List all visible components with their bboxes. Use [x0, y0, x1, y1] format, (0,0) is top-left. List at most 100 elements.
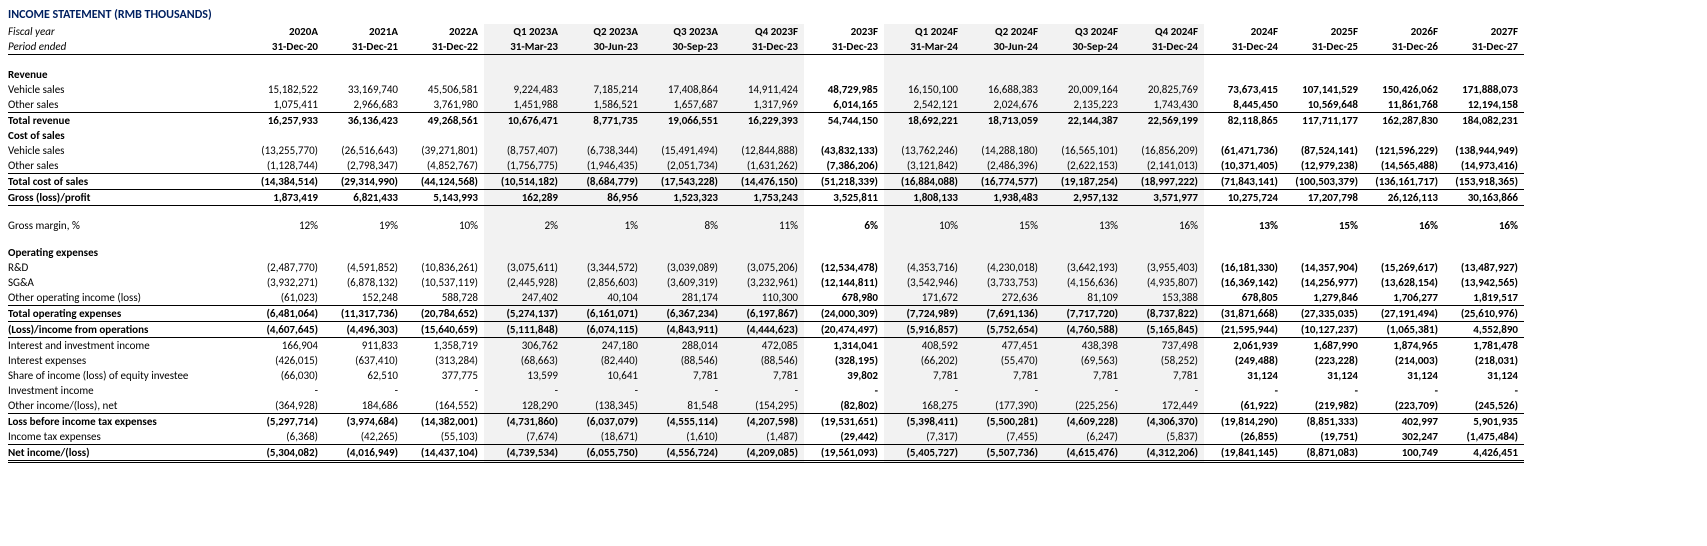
- cell-value: -: [1444, 383, 1524, 398]
- col-header-period: 31-Dec-20: [244, 39, 324, 55]
- cell-value: 272,636: [964, 290, 1044, 306]
- cell-value: (3,075,611): [484, 260, 564, 275]
- cell-value: (1,487): [724, 429, 804, 445]
- cell-value: 19,066,551: [644, 113, 724, 129]
- income-statement-table: Fiscal year2020A2021A2022AQ1 2023AQ2 202…: [8, 24, 1524, 463]
- cell-value: (4,353,716): [884, 260, 964, 275]
- cell-value: (138,944,949): [1444, 143, 1524, 158]
- cell-value: 2,957,132: [1044, 190, 1124, 206]
- cell-value: (10,514,182): [484, 174, 564, 190]
- cell-value: 1,317,969: [724, 97, 804, 113]
- cell-value: (1,128,744): [244, 158, 324, 174]
- cell-value: 171,888,073: [1444, 82, 1524, 97]
- cell-value: (2,445,928): [484, 275, 564, 290]
- table-header: Fiscal year2020A2021A2022AQ1 2023AQ2 202…: [8, 24, 1524, 55]
- cell-value: 153,388: [1124, 290, 1204, 306]
- cell-value: (44,124,568): [404, 174, 484, 190]
- row-label: Income tax expenses: [8, 429, 244, 445]
- cell-value: (6,247): [1044, 429, 1124, 445]
- cell-value: (6,481,064): [244, 306, 324, 322]
- cell-value: (13,762,246): [884, 143, 964, 158]
- cell-value: 438,398: [1044, 338, 1124, 354]
- cell-value: (4,609,228): [1044, 414, 1124, 430]
- cell-value: 377,775: [404, 368, 484, 383]
- cell-value: 2,542,121: [884, 97, 964, 113]
- cell-value: (2,622,153): [1044, 158, 1124, 174]
- cell-value: (88,546): [724, 353, 804, 368]
- cell-value: (71,843,141): [1204, 174, 1284, 190]
- cell-value: -: [1124, 383, 1204, 398]
- cell-value: 31,124: [1444, 368, 1524, 383]
- cell-value: (4,555,114): [644, 414, 724, 430]
- cell-value: (19,187,254): [1044, 174, 1124, 190]
- cell-value: -: [1044, 383, 1124, 398]
- cell-value: 15,182,522: [244, 82, 324, 97]
- cell-value: (219,982): [1284, 398, 1364, 414]
- cell-value: (12,144,811): [804, 275, 884, 290]
- cell-value: (2,051,734): [644, 158, 724, 174]
- cell-value: (6,161,071): [564, 306, 644, 322]
- cell-value: (12,844,888): [724, 143, 804, 158]
- cell-value: (19,841,145): [1204, 445, 1284, 462]
- cell-value: -: [964, 383, 1044, 398]
- cell-value: 20,009,164: [1044, 82, 1124, 97]
- cell-value: -: [1364, 383, 1444, 398]
- cell-value: 1,743,430: [1124, 97, 1204, 113]
- cell-value: (3,733,753): [964, 275, 1044, 290]
- cell-value: (3,955,403): [1124, 260, 1204, 275]
- cell-value: (5,837): [1124, 429, 1204, 445]
- cell-value: (4,230,018): [964, 260, 1044, 275]
- col-header-fy: Q4 2024F: [1124, 24, 1204, 39]
- cell-value: (29,442): [804, 429, 884, 445]
- cell-value: 1,753,243: [724, 190, 804, 206]
- cell-value: 150,426,062: [1364, 82, 1444, 97]
- row-label: Loss before income tax expenses: [8, 414, 244, 430]
- cell-value: (364,928): [244, 398, 324, 414]
- cell-value: (3,121,842): [884, 158, 964, 174]
- cell-value: 7,781: [884, 368, 964, 383]
- row-label: Other sales: [8, 158, 244, 174]
- cell-value: 62,510: [324, 368, 404, 383]
- cell-value: 2,061,939: [1204, 338, 1284, 354]
- cell-value: (15,269,617): [1364, 260, 1444, 275]
- cell-value: 6%: [804, 218, 884, 233]
- cell-value: (4,607,645): [244, 322, 324, 338]
- cell-value: 73,673,415: [1204, 82, 1284, 97]
- cell-value: (13,487,927): [1444, 260, 1524, 275]
- cell-value: (1,065,381): [1364, 322, 1444, 338]
- cell-value: -: [324, 383, 404, 398]
- section-header: Revenue: [8, 67, 244, 82]
- cell-value: -: [804, 383, 884, 398]
- cell-value: (26,516,643): [324, 143, 404, 158]
- cell-value: (55,103): [404, 429, 484, 445]
- cell-value: 6,014,165: [804, 97, 884, 113]
- cell-value: (66,030): [244, 368, 324, 383]
- cell-value: (177,390): [964, 398, 1044, 414]
- cell-value: (14,288,180): [964, 143, 1044, 158]
- cell-value: (10,371,405): [1204, 158, 1284, 174]
- cell-value: 11%: [724, 218, 804, 233]
- cell-value: 13%: [1204, 218, 1284, 233]
- cell-value: (18,671): [564, 429, 644, 445]
- cell-value: (4,852,767): [404, 158, 484, 174]
- cell-value: 9,224,483: [484, 82, 564, 97]
- cell-value: (6,878,132): [324, 275, 404, 290]
- cell-value: (6,368): [244, 429, 324, 445]
- cell-value: (5,752,654): [964, 322, 1044, 338]
- row-label: Vehicle sales: [8, 143, 244, 158]
- cell-value: (82,802): [804, 398, 884, 414]
- cell-value: (4,496,303): [324, 322, 404, 338]
- cell-value: (328,195): [804, 353, 884, 368]
- cell-value: (88,546): [644, 353, 724, 368]
- cell-value: 54,744,150: [804, 113, 884, 129]
- cell-value: (42,265): [324, 429, 404, 445]
- cell-value: (4,731,860): [484, 414, 564, 430]
- cell-value: -: [404, 383, 484, 398]
- cell-value: (14,382,001): [404, 414, 484, 430]
- cell-value: (14,437,104): [404, 445, 484, 462]
- col-header-fy: Q4 2023F: [724, 24, 804, 39]
- cell-value: 100,749: [1364, 445, 1444, 462]
- cell-value: 22,569,199: [1124, 113, 1204, 129]
- cell-value: (3,039,089): [644, 260, 724, 275]
- statement-title: INCOME STATEMENT (RMB THOUSANDS): [8, 8, 1699, 22]
